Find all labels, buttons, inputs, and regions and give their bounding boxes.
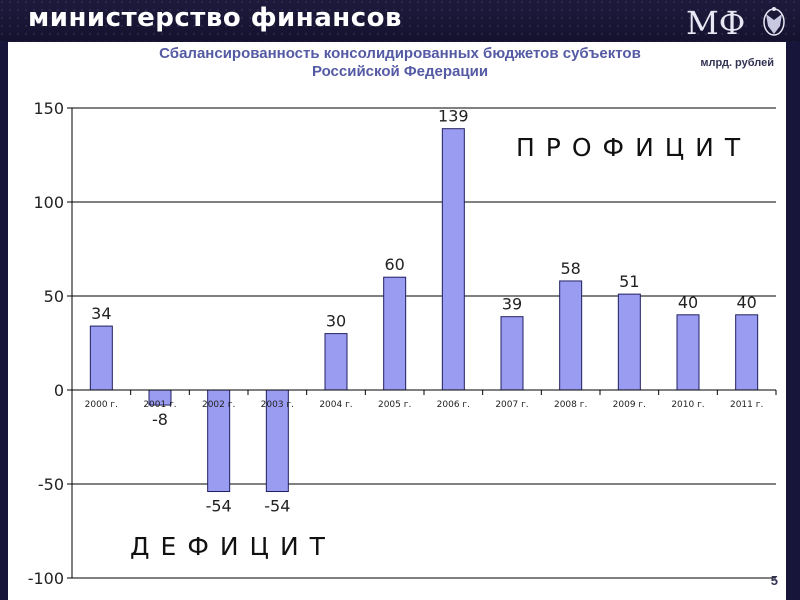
category-label: 2001 г.	[143, 400, 176, 410]
eagle-emblem-icon	[763, 7, 785, 36]
category-label: 2004 г.	[319, 400, 352, 410]
bar	[617, 293, 641, 391]
data-label: -8	[152, 410, 168, 429]
category-label: 2006 г.	[437, 400, 470, 410]
ministry-name: министерство финансов	[28, 3, 402, 33]
ministry-logo: МФ	[686, 4, 785, 40]
category-label: 2009 г.	[613, 400, 646, 410]
category-label: 2007 г.	[495, 400, 528, 410]
category-label: 2003 г.	[261, 400, 294, 410]
bar	[500, 316, 524, 391]
data-label: 139	[438, 107, 469, 126]
chart-title: Сбалансированность консолидированных бюд…	[100, 45, 700, 81]
label-layer: -100 -50 0 50 100 150 2000 г. 34 2001 г.-8 2002 г…	[28, 99, 764, 588]
right-frame-strip	[786, 42, 800, 600]
data-label: 40	[736, 293, 756, 312]
y-tick-label: 150	[33, 99, 64, 118]
deficit-annotation: ДЕФИЦИТ	[130, 532, 336, 561]
category-label: 2008 г.	[554, 400, 587, 410]
data-label: 40	[678, 293, 698, 312]
y-tick-label: 100	[33, 193, 64, 212]
bar	[89, 325, 113, 391]
left-frame-strip	[0, 42, 8, 600]
bar	[441, 128, 465, 391]
y-tick-label: 50	[44, 287, 64, 306]
bar	[383, 276, 407, 391]
category-label: 2010 г.	[671, 400, 704, 410]
y-tick-label: -50	[38, 475, 64, 494]
data-label: 39	[502, 295, 522, 314]
grid-layer	[72, 107, 776, 485]
category-label: 2002 г.	[202, 400, 235, 410]
page-number: 5	[770, 573, 778, 588]
data-label: 58	[560, 259, 580, 278]
bar	[735, 314, 759, 391]
bar	[559, 280, 583, 391]
data-label: 30	[326, 312, 346, 331]
bar-layer	[89, 128, 759, 493]
bar	[676, 314, 700, 391]
y-tick-label: 0	[54, 381, 64, 400]
category-label: 2011 г.	[730, 400, 763, 410]
data-label: 34	[91, 304, 111, 323]
banner-pattern	[0, 0, 800, 42]
y-tick-label: -100	[28, 569, 64, 588]
unit-label: млрд. рублей	[700, 57, 774, 69]
category-label: 2005 г.	[378, 400, 411, 410]
bar	[324, 333, 348, 391]
chart-title-line-2: Российской Федерации	[311, 63, 489, 80]
data-label: -54	[206, 497, 232, 516]
category-label: 2000 г.	[85, 400, 118, 410]
data-label: 51	[619, 272, 639, 291]
top-banner: министерство финансов МФ	[0, 0, 800, 42]
data-label: -54	[264, 497, 290, 516]
axis-layer	[67, 107, 777, 579]
surplus-annotation: ПРОФИЦИТ	[516, 133, 751, 162]
data-label: 60	[384, 255, 404, 274]
logo-text: МФ	[686, 4, 745, 40]
chart-title-line-1: Сбалансированность консолидированных бюд…	[159, 45, 641, 62]
